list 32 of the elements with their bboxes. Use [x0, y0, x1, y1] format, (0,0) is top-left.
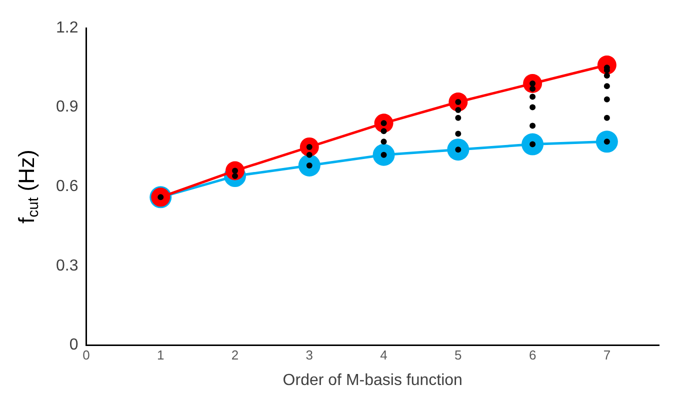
point: [372, 144, 395, 166]
x-tick-label: 1: [157, 348, 164, 363]
y-axis-title: fcut (Hz): [14, 150, 42, 224]
point: [306, 152, 312, 158]
point: [596, 130, 618, 153]
point: [522, 133, 544, 156]
point: [455, 114, 462, 121]
point: [447, 138, 470, 161]
y-tick-label: 0.9: [56, 98, 78, 116]
point: [380, 138, 387, 145]
point: [604, 83, 610, 90]
x-tick-label: 2: [231, 348, 239, 363]
x-tick-label: 4: [380, 348, 388, 363]
y-tick-label: 1.2: [56, 19, 78, 36]
x-tick-label: 0: [82, 348, 90, 363]
x-tick-label: 6: [528, 348, 536, 363]
point: [530, 86, 536, 92]
x-tick-label: 5: [454, 348, 462, 363]
point: [530, 122, 536, 129]
point: [604, 72, 610, 79]
point: [455, 106, 462, 113]
x-tick-label: 7: [603, 348, 611, 363]
x-axis-title: Order of M-basis function: [282, 372, 462, 389]
point: [530, 94, 536, 100]
x-tick-label: 3: [306, 348, 314, 363]
point: [380, 128, 387, 134]
point: [604, 96, 610, 102]
point: [604, 114, 610, 121]
y-tick-label: 0.3: [56, 257, 78, 274]
point: [530, 104, 536, 110]
point: [455, 130, 462, 137]
y-tick-label: 0.6: [56, 178, 78, 196]
